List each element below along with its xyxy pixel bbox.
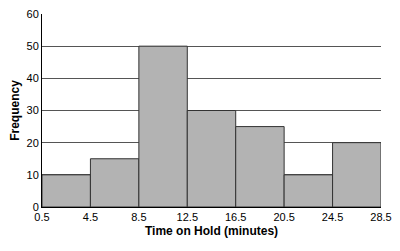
svg-text:Frequency: Frequency [8, 80, 22, 141]
svg-text:0: 0 [33, 201, 39, 213]
svg-text:8.5: 8.5 [131, 211, 146, 223]
svg-text:12.5: 12.5 [177, 211, 198, 223]
svg-text:50: 50 [27, 40, 39, 52]
svg-text:4.5: 4.5 [83, 211, 98, 223]
svg-text:16.5: 16.5 [225, 211, 246, 223]
svg-text:20.5: 20.5 [273, 211, 294, 223]
svg-text:20: 20 [27, 137, 39, 149]
svg-text:Time on Hold (minutes): Time on Hold (minutes) [145, 224, 278, 238]
svg-text:24.5: 24.5 [322, 211, 343, 223]
svg-text:28.5: 28.5 [370, 211, 391, 223]
svg-text:10: 10 [27, 169, 39, 181]
svg-text:40: 40 [27, 72, 39, 84]
svg-text:60: 60 [27, 8, 39, 20]
svg-text:0.5: 0.5 [34, 211, 49, 223]
svg-text:30: 30 [27, 104, 39, 116]
